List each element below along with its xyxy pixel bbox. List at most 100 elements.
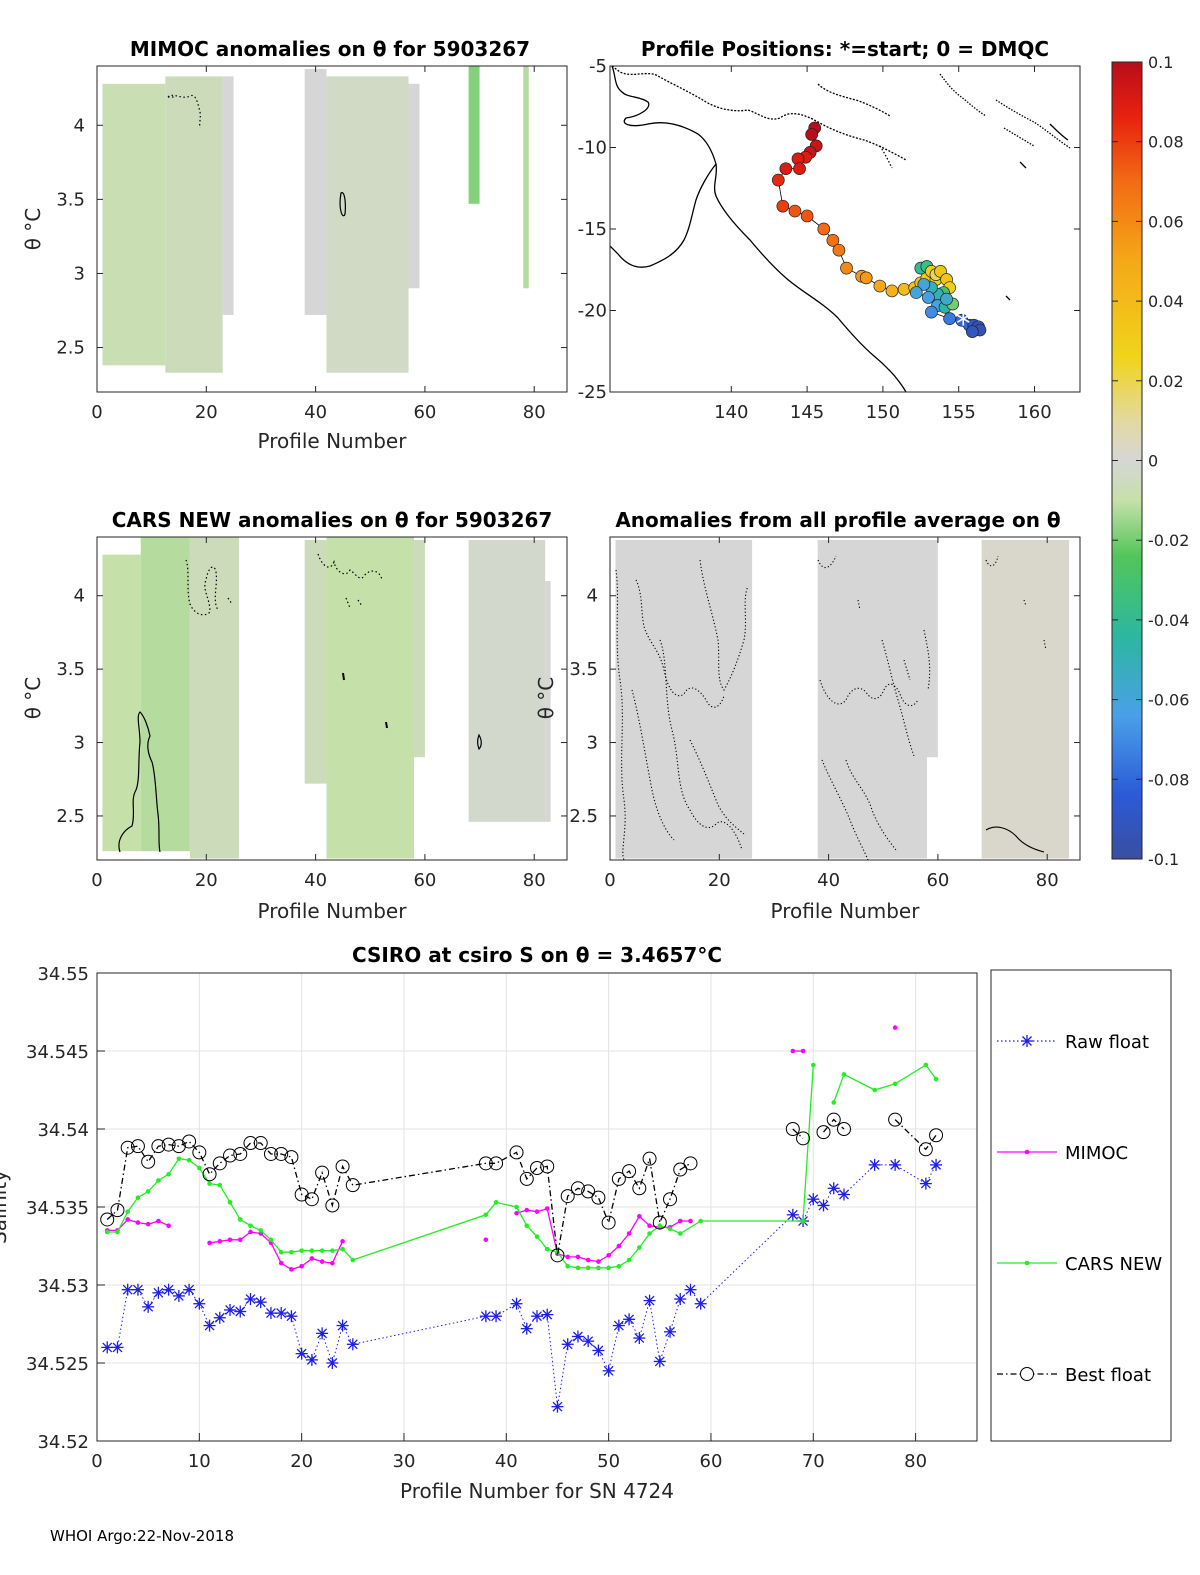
best-float-marker: [141, 1154, 156, 1169]
best-float-marker: [233, 1146, 248, 1161]
raw-float-marker: [807, 1193, 820, 1206]
profile-marker: [776, 199, 790, 213]
start-marker: [956, 311, 970, 326]
best-float-marker: [550, 1248, 565, 1263]
salinity-xtick-label: 30: [393, 1451, 416, 1472]
raw-float-marker: [234, 1305, 247, 1318]
best-float-marker: [591, 1190, 606, 1205]
cars-block: [326, 537, 414, 859]
best-float-marker: [652, 1215, 667, 1230]
salinity-title: CSIRO at csiro S on θ = 3.4657°C: [352, 943, 722, 967]
mimoc-ytick-label: 2.5: [56, 338, 85, 359]
best-float-marker: [796, 1131, 811, 1146]
raw-float-marker: [479, 1310, 492, 1323]
raw-float-marker: [346, 1338, 359, 1351]
positions-xtick-label: 150: [866, 402, 900, 423]
colorbar-tick-label: 0.08: [1148, 133, 1184, 152]
best-float-marker: [212, 1156, 227, 1171]
colorbar-tick-label: 0.06: [1148, 212, 1184, 231]
mimoc-marker: [207, 1240, 212, 1246]
average-xlabel: Profile Number: [771, 899, 921, 923]
profile-marker: [805, 128, 818, 141]
mimoc-marker: [677, 1218, 683, 1224]
best-float-marker: [223, 1148, 238, 1163]
raw-float-marker: [592, 1344, 605, 1357]
legend-label: Best float: [1065, 1365, 1151, 1386]
raw-float-marker: [684, 1283, 697, 1296]
best-float-marker: [489, 1156, 504, 1171]
cars-new-marker: [268, 1237, 274, 1243]
cars-new-marker: [524, 1223, 530, 1229]
colorbar-tick-label: -0.06: [1148, 691, 1189, 710]
cars-new-marker: [514, 1204, 519, 1210]
raw-float-marker: [183, 1283, 196, 1296]
profile-marker: [826, 234, 840, 247]
positions-axes-box: [609, 65, 1081, 393]
average-panel: Anomalies from all profile average on θ …: [534, 508, 1081, 923]
profile-marker: [922, 291, 935, 304]
profile-marker: [885, 284, 899, 298]
raw-float-marker: [295, 1347, 308, 1360]
mimoc-marker: [330, 1260, 335, 1266]
mimoc-marker: [534, 1209, 540, 1214]
best-float-line: [822, 1118, 845, 1133]
salinity-xtick-label: 80: [904, 1451, 927, 1472]
cars-new-marker: [207, 1181, 212, 1186]
cars-new-marker: [637, 1245, 642, 1250]
salinity-axes: 0 10 20 30 40 50 60 70 80 34.52 34.525 34.53 34.535 3…: [26, 964, 927, 1472]
positions-xtick-label: 145: [790, 402, 824, 423]
profile-marker: [873, 279, 887, 293]
best-float-marker: [519, 1171, 534, 1186]
profile-marker: [917, 278, 931, 291]
cars-new-marker: [657, 1223, 663, 1229]
best-float-marker: [192, 1145, 207, 1160]
cars-ytick-label: 3.5: [56, 659, 85, 680]
positions-ytick-label: -5: [589, 56, 607, 77]
average-xtick-label: 40: [817, 870, 840, 891]
legend-marker: [1024, 1260, 1030, 1266]
cars-new-marker: [340, 1246, 345, 1252]
mimoc-xtick-label: 80: [523, 402, 546, 423]
average-ylabel: θ °C: [534, 677, 558, 720]
cars-xtick-label: 20: [195, 870, 218, 891]
best-float-marker: [663, 1192, 678, 1207]
cars-new-marker: [115, 1229, 120, 1235]
salinity-xtick-label: 60: [700, 1451, 723, 1472]
cars-new-marker: [145, 1189, 151, 1194]
raw-float-marker: [520, 1322, 533, 1335]
best-float-marker: [202, 1167, 217, 1182]
raw-float-marker: [633, 1332, 646, 1345]
salinity-xlabel: Profile Number for SN 4724: [400, 1479, 674, 1503]
cars-new-marker: [299, 1248, 304, 1253]
colorbar: 0.1 0.08 0.06 0.04 0.02 0 -0.02 -0.04 -0.06 -0.08…: [1111, 53, 1189, 869]
mimoc-xtick-label: 0: [91, 402, 102, 423]
average-axes-box: [609, 536, 1081, 861]
raw-float-marker: [868, 1158, 881, 1171]
mimoc-contours: [167, 94, 346, 217]
raw-float-marker: [612, 1319, 625, 1332]
cars-new-marker: [923, 1062, 929, 1068]
mimoc-block: [304, 68, 327, 315]
best-float-marker: [294, 1187, 309, 1202]
cars-new-marker: [493, 1200, 499, 1205]
mimoc-ylabel: θ °C: [21, 208, 45, 251]
raw-float-line: [107, 1164, 937, 1407]
raw-float-marker: [827, 1182, 840, 1195]
cars-xlabel: Profile Number: [258, 899, 408, 923]
raw-float-marker: [172, 1289, 185, 1302]
best-float-marker: [601, 1215, 616, 1230]
cars-new-marker: [616, 1263, 622, 1269]
cars-new-marker: [810, 1062, 816, 1068]
footer-text: WHOI Argo:22-Nov-2018: [50, 1527, 234, 1545]
cars-new-marker: [800, 1218, 806, 1224]
average-ytick-label: 3: [587, 733, 598, 754]
best-float-marker: [171, 1139, 186, 1154]
raw-float-marker: [551, 1400, 564, 1413]
cars-new-marker: [933, 1076, 939, 1082]
mimoc-marker: [616, 1243, 622, 1249]
cars-ytick-label: 3: [74, 733, 85, 754]
salinity-panel: CSIRO at csiro S on θ = 3.4657°C 0 10 20 30…: [0, 943, 978, 1503]
legend-marker: [1020, 1367, 1034, 1381]
colorbar-tick-label: -0.04: [1148, 611, 1189, 630]
legend-label: MIMOC: [1065, 1143, 1128, 1164]
